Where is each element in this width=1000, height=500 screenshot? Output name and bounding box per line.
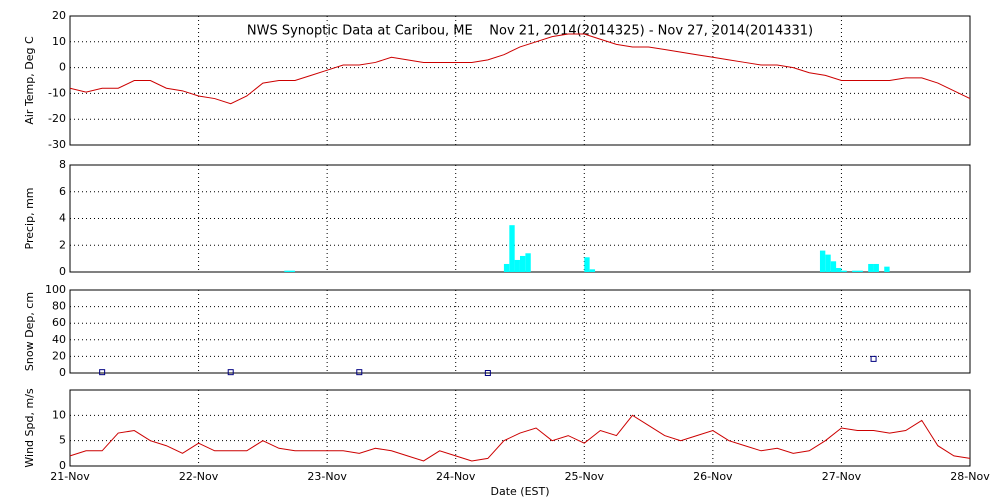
y-tick-label: -30 bbox=[48, 138, 66, 151]
y-tick-label: 10 bbox=[52, 408, 66, 421]
y-tick-label: 20 bbox=[52, 349, 66, 362]
y-tick-label: 20 bbox=[52, 9, 66, 22]
y-axis-label: Air Temp, Deg C bbox=[23, 36, 36, 125]
y-tick-label: 10 bbox=[52, 35, 66, 48]
y-tick-label: 2 bbox=[59, 238, 66, 251]
point bbox=[870, 355, 877, 362]
point bbox=[99, 369, 106, 376]
y-axis-label: Snow Dep, cm bbox=[23, 292, 36, 371]
y-tick-label: 40 bbox=[52, 333, 66, 346]
bar bbox=[520, 255, 526, 272]
y-tick-label: 0 bbox=[59, 265, 66, 278]
y-axis-label: Precip, mm bbox=[23, 188, 36, 250]
bar bbox=[868, 263, 874, 272]
y-tick-label: 60 bbox=[52, 316, 66, 329]
y-axis-label: Wind Spd, m/s bbox=[23, 388, 36, 468]
y-tick-label: 0 bbox=[59, 366, 66, 379]
bar bbox=[284, 270, 290, 272]
bar bbox=[852, 270, 858, 272]
bar bbox=[503, 263, 510, 272]
bar bbox=[514, 259, 520, 272]
x-tick-label: 24-Nov bbox=[436, 470, 476, 483]
bar bbox=[819, 250, 826, 272]
data-line bbox=[69, 33, 971, 105]
bar bbox=[289, 270, 295, 272]
plot-frame bbox=[69, 15, 971, 146]
x-tick-label: 21-Nov bbox=[50, 470, 90, 483]
point bbox=[356, 369, 363, 376]
y-tick-label: 0 bbox=[59, 459, 66, 472]
y-tick-label: 80 bbox=[52, 300, 66, 313]
x-tick-label: 28-Nov bbox=[950, 470, 990, 483]
y-tick-label: 4 bbox=[59, 212, 66, 225]
bar bbox=[836, 267, 842, 272]
plot-frame bbox=[69, 389, 971, 467]
plot-frame bbox=[69, 289, 971, 374]
x-tick-label: 27-Nov bbox=[822, 470, 862, 483]
bar bbox=[830, 261, 837, 272]
x-tick-label: 23-Nov bbox=[307, 470, 347, 483]
y-tick-label: 100 bbox=[45, 283, 66, 296]
bar bbox=[873, 263, 879, 272]
y-tick-label: 6 bbox=[59, 185, 66, 198]
bar bbox=[584, 257, 590, 272]
bar bbox=[525, 253, 531, 272]
chart-title: NWS Synoptic Data at Caribou, ME Nov 21,… bbox=[247, 24, 813, 39]
bar bbox=[841, 270, 847, 272]
point bbox=[484, 370, 491, 376]
bar bbox=[884, 266, 890, 272]
bar bbox=[857, 270, 863, 272]
x-tick-label: 25-Nov bbox=[565, 470, 605, 483]
bar bbox=[825, 254, 831, 272]
y-tick-label: 5 bbox=[59, 434, 66, 447]
x-axis-label: Date (EST) bbox=[490, 485, 549, 498]
y-tick-label: -20 bbox=[48, 112, 66, 125]
bar bbox=[509, 225, 515, 272]
point bbox=[227, 369, 234, 376]
data-line bbox=[69, 414, 971, 462]
bar bbox=[589, 269, 596, 272]
x-tick-label: 26-Nov bbox=[693, 470, 733, 483]
y-tick-label: -10 bbox=[48, 86, 66, 99]
y-tick-label: 0 bbox=[59, 61, 66, 74]
y-tick-label: 8 bbox=[59, 158, 66, 171]
x-tick-label: 22-Nov bbox=[179, 470, 219, 483]
